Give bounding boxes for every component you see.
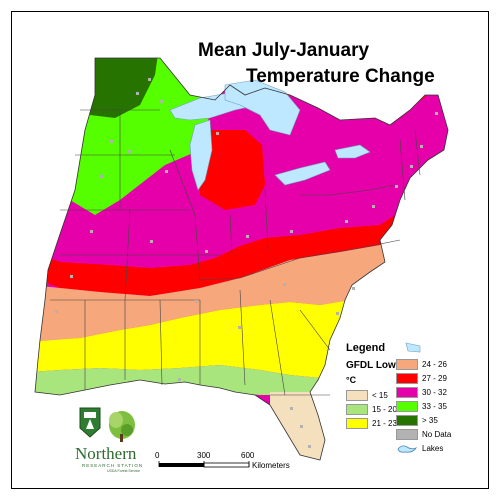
legend-swatch [346,418,368,429]
legend-unit: °C [346,375,357,385]
legend-item-30-32: 30 - 32 [396,387,447,398]
legend-label: 30 - 32 [422,388,447,397]
legend-label: Lakes [422,444,444,453]
legend-item-33-35: 33 - 35 [396,401,447,412]
band-27-29-mi [200,130,265,210]
legend-item-15: < 15 [346,390,388,401]
legend-swatch [396,415,418,426]
band-24-26 [35,235,420,342]
tree-logo-icon [109,411,135,442]
legend-swatch [396,429,418,440]
map-title-line1: Mean July-January [198,40,370,61]
usda-shield-icon [79,407,101,438]
legend-label: > 35 [422,416,438,425]
scale-tick-0: 0 [155,451,160,460]
legend-label: 33 - 35 [422,402,447,411]
legend-swatch [346,390,368,401]
legend-label: 27 - 29 [422,374,447,383]
coastline [34,57,449,461]
legend-label: 15 - 20 [372,405,397,414]
legend-item-no-data: No Data [396,429,451,440]
legend-item-21-23: 21 - 23 [346,418,397,429]
band-under-15 [270,392,345,460]
legend-heading: Legend [346,342,386,354]
legend-item-24-26: 24 - 26 [396,359,447,370]
logo-name: Northern [75,444,137,463]
legend-label: 24 - 26 [422,360,447,369]
legend-item-lakes: Lakes [396,443,443,454]
legend-item-15-20: 15 - 20 [346,404,397,415]
legend-item-35: > 35 [396,415,438,426]
no-data-cells [55,78,438,448]
legend-label: 21 - 23 [372,419,397,428]
legend-swatch [396,401,418,412]
legend-model: GFDL Low [346,360,396,371]
band-30-32-ne [360,92,448,150]
band-21-23 [35,282,420,378]
scale-tick-300: 300 [197,451,211,460]
logo-agency: USDA Forest Service [107,469,141,473]
legend-swatch [396,373,418,384]
scale-tick-600: 600 [241,451,255,460]
legend-item-27-29: 27 - 29 [396,373,447,384]
state-boundaries [50,109,421,396]
legend-swatch [346,404,368,415]
scale-bar [158,461,250,468]
legend-swatch [396,387,418,398]
legend-swatch [396,359,418,370]
logo-subtitle: RESEARCH STATION [82,463,144,468]
band-27-29 [40,95,448,296]
legend-label: < 15 [372,391,388,400]
map-title-line2: Temperature Change [246,66,435,87]
band-over-35 [90,58,160,118]
legend-swatch [396,443,418,454]
legend-label: No Data [422,430,452,439]
scale-unit: Kilometers [252,461,290,470]
